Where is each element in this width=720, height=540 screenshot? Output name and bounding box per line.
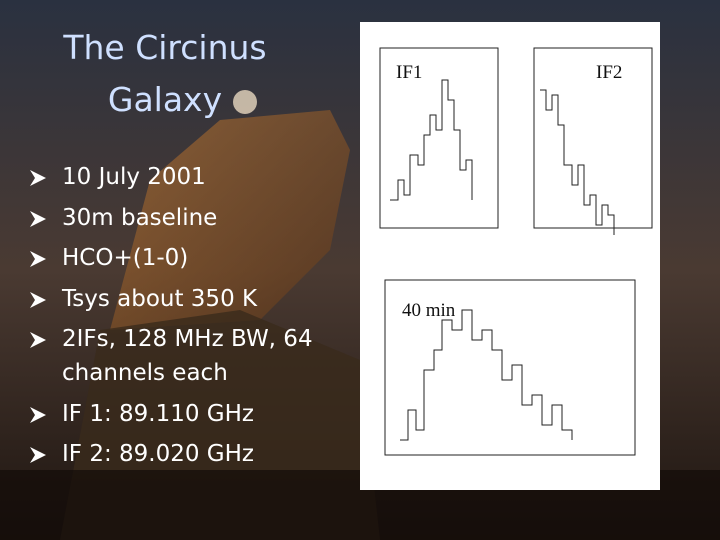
- bullet-arrow: [30, 210, 46, 227]
- bullet-arrow: [30, 332, 46, 348]
- bullet-text: IF 2: 89.020 GHz: [62, 441, 254, 467]
- bullet-text: Tsys about 350 K: [62, 285, 258, 312]
- bullet-text: HCO+(1-0): [62, 245, 189, 271]
- title: The Circinus Galaxy: [63, 28, 267, 119]
- bullet-text: 30m baseline: [62, 204, 218, 231]
- bullet: 30m baseline: [28, 201, 358, 235]
- bullet: IF 2: 89.020 GHz: [28, 437, 358, 471]
- plot-label: 40 min: [402, 300, 456, 321]
- bullet-arrow: [30, 170, 46, 186]
- bullet-list: 10 July 2001 30m baseline HCO+(1-0) Tsys ab…: [28, 160, 358, 478]
- bullet-arrow: [30, 406, 46, 423]
- bullet-text: 10 July 2001: [62, 164, 206, 190]
- bullet-arrow: [30, 251, 46, 267]
- bullet: 10 July 2001: [28, 160, 358, 194]
- bullet-arrow: [30, 447, 46, 463]
- bullet-text: IF 1: 89.110 GHz: [62, 400, 254, 427]
- bullet: IF 1: 89.110 GHz: [28, 397, 358, 431]
- plot-label: IF2: [596, 62, 623, 83]
- bullet: Tsys about 350 K: [28, 282, 358, 316]
- bullet: 2IFs, 128 MHz BW, 64 channels each: [28, 322, 358, 390]
- bullet: HCO+(1-0): [28, 241, 358, 275]
- bullet-text: 2IFs, 128 MHz BW, 64 channels each: [62, 326, 313, 386]
- bullet-arrow: [30, 291, 46, 308]
- plot-label: IF1: [396, 62, 423, 83]
